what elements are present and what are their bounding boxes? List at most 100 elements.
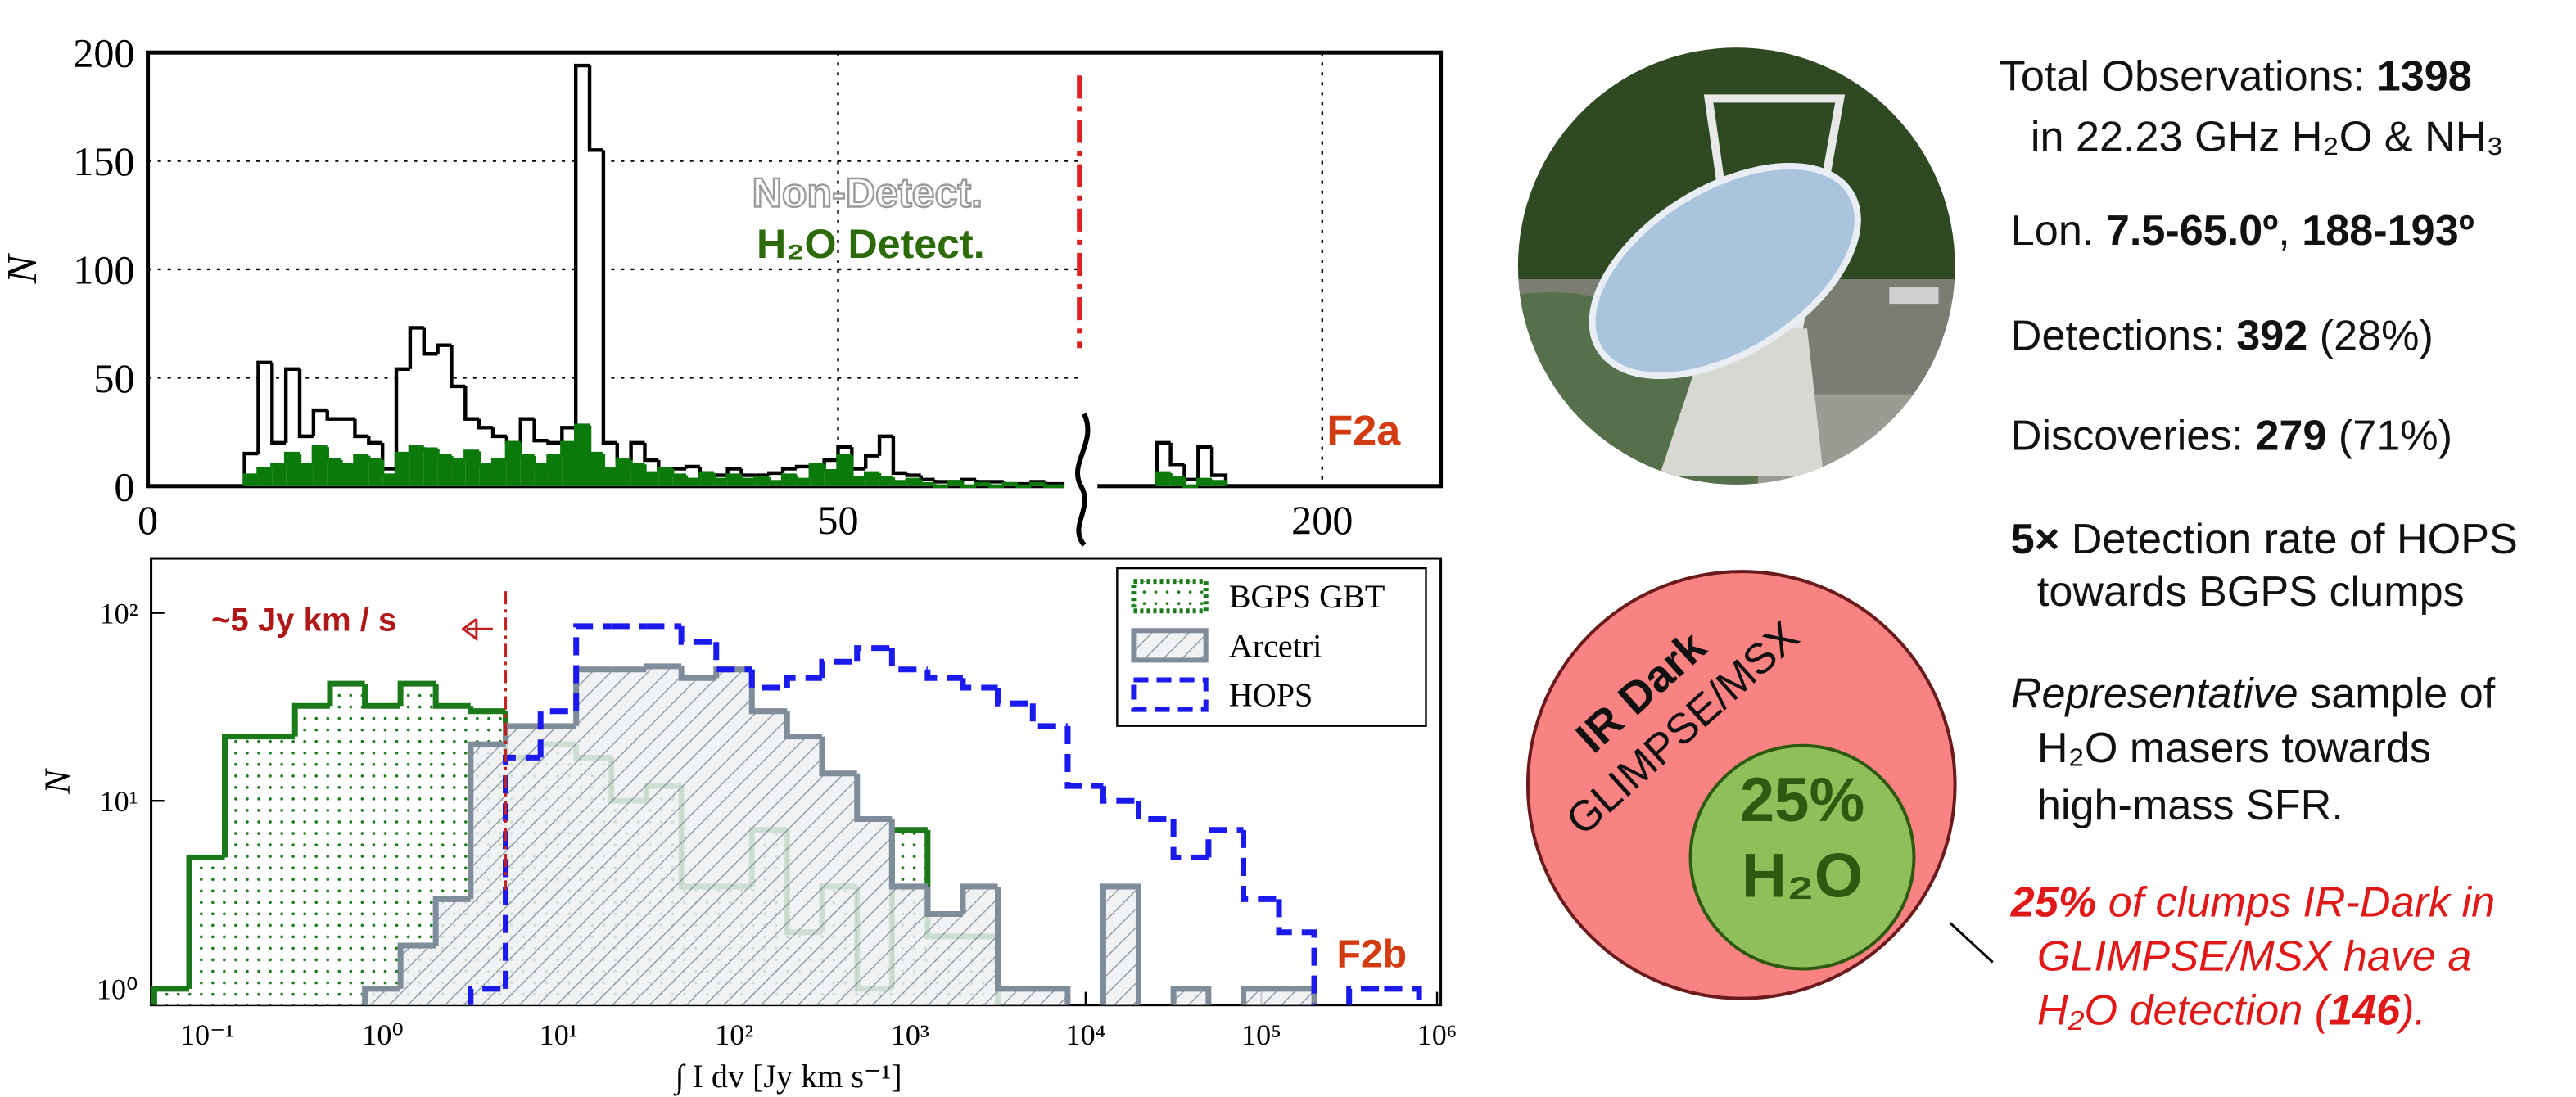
- bar-outline: [924, 669, 963, 681]
- venn-value: 25%: [1740, 765, 1865, 835]
- bar-outline: [629, 440, 645, 460]
- panel-label: F2a: [1326, 408, 1401, 455]
- bar: [437, 455, 452, 486]
- bar-outline: [678, 666, 716, 681]
- bar: [644, 472, 659, 486]
- bar: [1184, 479, 1199, 486]
- bar-outline: [854, 773, 893, 823]
- bar: [258, 362, 273, 486]
- bar: [562, 442, 576, 486]
- note: in 22.23 GHz H₂O & NH₃: [2031, 114, 2504, 161]
- bar-outline: [490, 427, 507, 439]
- bar-outline: [960, 678, 998, 691]
- bar: [741, 479, 756, 486]
- bar-outline: [960, 481, 977, 488]
- bar: [686, 479, 700, 486]
- x-axis-label: ∫ I dv [Jy km s⁻¹]: [673, 1058, 902, 1096]
- bar: [260, 736, 296, 1005]
- legend-swatch: [1131, 677, 1209, 712]
- bar-outline: [891, 477, 907, 484]
- bar: [1279, 988, 1315, 1005]
- bar-outline: [397, 942, 436, 989]
- bar-outline: [394, 367, 410, 469]
- bar-outline: [408, 326, 424, 369]
- note-text: H₂O detection (: [2037, 987, 2333, 1035]
- bar-outline: [297, 368, 314, 439]
- bar-outline: [256, 360, 273, 454]
- bar-outline: [1001, 481, 1018, 486]
- bar: [520, 455, 535, 486]
- bar-outline: [615, 442, 631, 463]
- bar-outline: [573, 63, 590, 428]
- bar-outline: [490, 458, 507, 465]
- bar: [364, 988, 401, 1005]
- bar: [437, 345, 452, 486]
- note-text: Lon.: [2011, 207, 2106, 255]
- bar-outline: [933, 484, 949, 488]
- bar: [300, 464, 314, 486]
- bar: [1198, 479, 1213, 486]
- bar-outline: [905, 472, 921, 477]
- bar-outline: [924, 886, 963, 918]
- bar: [603, 468, 617, 486]
- bar-outline: [504, 440, 521, 460]
- bar: [272, 464, 287, 486]
- bar-outline: [380, 459, 397, 477]
- note: Representative sample of: [2011, 670, 2496, 718]
- bar-outline: [850, 447, 866, 471]
- annotation-arrow: [461, 618, 493, 642]
- pointer: [1949, 922, 1994, 964]
- bar: [451, 459, 466, 486]
- bar-outline: [151, 986, 190, 1005]
- bar-outline: [629, 459, 645, 467]
- bar: [1103, 886, 1139, 1005]
- bar: [810, 464, 825, 486]
- bar: [436, 899, 471, 1005]
- bar-outline: [891, 436, 907, 476]
- plots: 0 50 100 150 200 0 50 200 10⁰ 10¹ 10² 10⁻¹ 10⁰ 10¹ 10²…: [73, 30, 1457, 1051]
- bar-outline: [1209, 479, 1228, 486]
- bar: [879, 477, 893, 486]
- bar: [838, 455, 852, 486]
- panel-label: F2b: [1337, 932, 1408, 977]
- bar-outline: [601, 454, 617, 471]
- bar: [989, 481, 1004, 486]
- bar: [409, 447, 424, 486]
- bar: [681, 678, 716, 1005]
- bar-outline: [560, 440, 576, 456]
- legend-label: HOPS: [1229, 677, 1313, 714]
- bar: [783, 475, 797, 486]
- bar-outline: [270, 463, 287, 469]
- note: Discoveries: 279 (71%): [2011, 413, 2452, 460]
- bar-outline: [1196, 445, 1213, 480]
- bar-outline: [670, 468, 687, 477]
- bar: [716, 669, 752, 1005]
- x-tick-label: 10⁰: [362, 1018, 404, 1051]
- note-value: 1398: [2377, 52, 2472, 100]
- bar-outline: [256, 467, 273, 476]
- bar-outline: [1384, 986, 1422, 1005]
- x-tick-label: 10⁻¹: [180, 1018, 234, 1051]
- bar: [611, 669, 647, 1005]
- bar-outline: [283, 367, 301, 443]
- bar-outline: [974, 481, 990, 486]
- bar: [906, 479, 921, 486]
- bar: [423, 449, 438, 486]
- note-text: ).: [2395, 987, 2426, 1035]
- bar-outline: [463, 386, 480, 421]
- bar-outline: [854, 645, 893, 662]
- legend-swatch: [1131, 579, 1209, 614]
- bar-outline: [327, 680, 365, 707]
- note: Lon. 7.5-65.0º, 188-193º: [2011, 207, 2474, 255]
- note: GLIMPSE/MSX have a: [2037, 933, 2472, 981]
- bar-outline: [784, 675, 822, 688]
- bar-outline: [1043, 481, 1060, 486]
- bar: [465, 451, 480, 486]
- y-axis-label: N: [37, 768, 77, 795]
- bar: [699, 472, 714, 486]
- bar-outline: [1033, 986, 1071, 1005]
- bar-outline: [713, 642, 752, 673]
- bar-outline: [822, 464, 838, 473]
- bar-outline: [960, 477, 977, 482]
- bar: [590, 150, 603, 486]
